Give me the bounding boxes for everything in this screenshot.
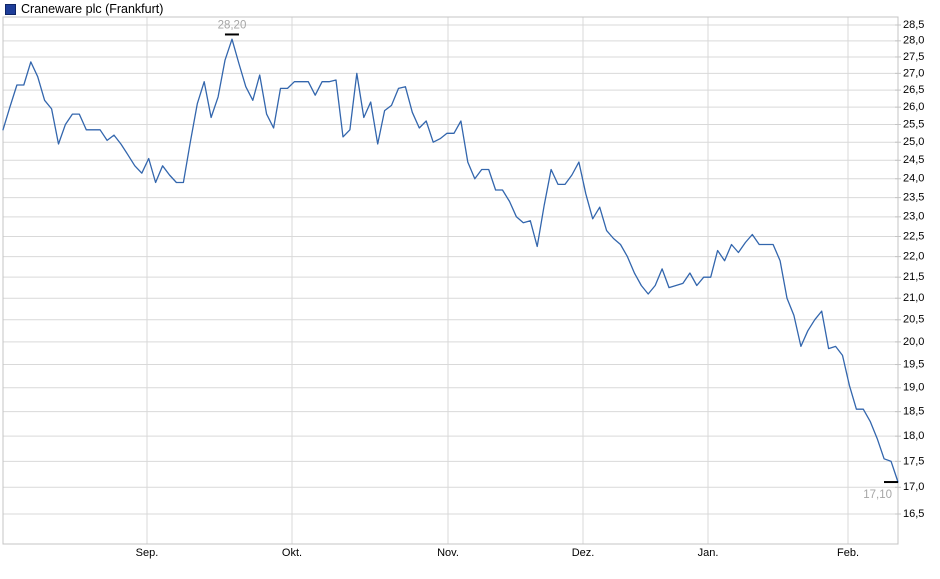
y-axis-label: 18,0 (903, 430, 924, 442)
y-axis-label: 21,5 (903, 271, 924, 283)
y-axis-label: 27,5 (903, 51, 924, 63)
x-axis-label: Feb. (837, 547, 859, 559)
y-axis-label: 25,0 (903, 136, 924, 148)
low-label: 17,10 (863, 489, 892, 501)
x-axis-label: Jan. (698, 547, 719, 559)
y-axis-label: 23,5 (903, 191, 924, 203)
y-axis-label: 17,0 (903, 481, 924, 493)
y-axis-label: 18,5 (903, 406, 924, 418)
chart-legend: Craneware plc (Frankfurt) (5, 3, 163, 16)
y-axis-label: 24,5 (903, 154, 924, 166)
y-axis-label: 28,5 (903, 19, 924, 31)
y-axis-label: 25,5 (903, 118, 924, 130)
x-axis-label: Dez. (572, 547, 595, 559)
y-axis-label: 22,5 (903, 230, 924, 242)
y-axis-label: 24,0 (903, 173, 924, 185)
x-axis-label: Okt. (282, 547, 302, 559)
y-axis-label: 28,0 (903, 35, 924, 47)
high-label: 28,20 (218, 19, 247, 31)
y-axis-label: 20,0 (903, 336, 924, 348)
y-axis-label: 16,5 (903, 508, 924, 520)
x-axis-label: Sep. (136, 547, 159, 559)
series-color-swatch-icon (5, 4, 16, 15)
y-axis-label: 19,5 (903, 358, 924, 370)
y-axis-label: 26,0 (903, 101, 924, 113)
x-axis-label: Nov. (437, 547, 459, 559)
plot-border (2, 16, 899, 545)
y-axis-label: 21,0 (903, 292, 924, 304)
y-axis-label: 19,0 (903, 382, 924, 394)
y-axis-label: 22,0 (903, 251, 924, 263)
y-axis-label: 23,0 (903, 211, 924, 223)
y-axis-label: 26,5 (903, 84, 924, 96)
chart-title: Craneware plc (Frankfurt) (21, 2, 164, 16)
price-line (2, 38, 899, 483)
y-axis-label: 20,5 (903, 314, 924, 326)
y-axis-label: 27,0 (903, 67, 924, 79)
y-axis-label: 17,5 (903, 455, 924, 467)
